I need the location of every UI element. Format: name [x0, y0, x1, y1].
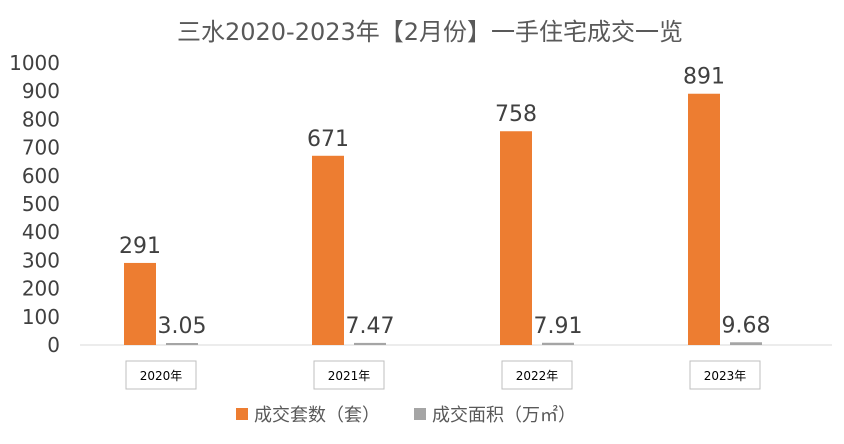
x-category-box [501, 360, 573, 390]
x-category-box [313, 360, 385, 390]
bar-area-0 [166, 343, 198, 345]
chart-title: 三水2020-2023年【2月份】一手住宅成交一览 [177, 18, 683, 46]
y-tick-label: 300 [22, 248, 60, 272]
y-axis: 0 100 200 300 400 500 600 700 800 900 1000 [9, 51, 60, 357]
bar-units-1 [312, 155, 344, 345]
data-label: 3.05 [158, 314, 207, 339]
data-label: 891 [683, 65, 725, 90]
y-tick-label: 1000 [9, 51, 60, 75]
bar-area-2 [542, 342, 574, 345]
x-category-box [689, 360, 761, 390]
y-tick-label: 100 [22, 305, 60, 329]
y-tick-label: 700 [22, 136, 60, 160]
x-axis-labels: 2020年 2021年 2022年 2023年 [125, 360, 761, 390]
legend-swatch [414, 408, 426, 420]
x-category-label: 2020年 [140, 369, 183, 383]
y-tick-label: 0 [47, 333, 60, 357]
legend: 成交套数（套） 成交面积（万㎡） [236, 404, 576, 426]
y-tick-label: 400 [22, 220, 60, 244]
y-tick-label: 500 [22, 192, 60, 216]
x-category-label: 2021年 [328, 369, 371, 383]
bar-area-1 [354, 342, 386, 345]
y-tick-label: 600 [22, 164, 60, 188]
bar-units-3 [688, 93, 720, 345]
y-tick-label: 800 [22, 107, 60, 131]
bars: 291 3.05 671 7.47 758 7.91 891 9.68 [119, 65, 770, 345]
y-tick-label: 900 [22, 79, 60, 103]
x-category-box [125, 360, 197, 390]
data-label: 291 [119, 234, 161, 259]
bar-units-0 [124, 262, 156, 345]
legend-label: 成交套数（套） [254, 405, 380, 426]
data-label: 671 [307, 127, 349, 152]
x-category-label: 2023年 [704, 369, 747, 383]
bar-area-3 [730, 342, 762, 345]
legend-label: 成交面积（万㎡） [432, 404, 576, 426]
legend-swatch [236, 408, 248, 420]
data-label: 7.47 [346, 314, 395, 339]
x-category-label: 2022年 [516, 369, 559, 383]
data-label: 9.68 [722, 313, 771, 338]
data-label: 758 [495, 102, 537, 127]
bar-units-2 [500, 131, 532, 345]
data-label: 7.91 [534, 314, 583, 339]
y-tick-label: 200 [22, 277, 60, 301]
